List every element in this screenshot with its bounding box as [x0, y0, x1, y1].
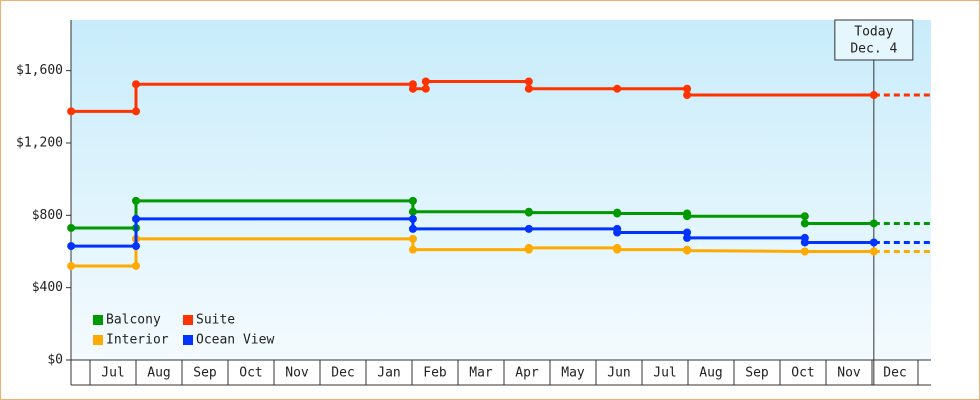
- point: [524, 77, 533, 86]
- x-tick-label: Dec: [331, 366, 354, 381]
- point: [132, 242, 140, 251]
- x-tick-label: Aug: [699, 366, 722, 381]
- point: [132, 107, 140, 116]
- x-tick-label: Jul: [101, 366, 124, 381]
- x-tick-label: Aug: [147, 366, 170, 381]
- y-tick-label: $400: [32, 280, 63, 295]
- point: [800, 212, 809, 221]
- point: [869, 219, 878, 228]
- point: [869, 91, 878, 100]
- point: [613, 245, 622, 254]
- y-tick-label: $1,200: [16, 135, 63, 150]
- point: [524, 243, 533, 252]
- x-tick-label: Sep: [193, 366, 217, 381]
- point: [613, 228, 622, 237]
- x-tick-label: May: [561, 366, 585, 381]
- point: [408, 84, 417, 93]
- x-tick-label: Mar: [469, 366, 493, 381]
- today-label: Dec. 4: [850, 42, 897, 57]
- point: [408, 234, 417, 243]
- point: [683, 84, 692, 93]
- legend-label: Interior: [106, 333, 169, 348]
- point: [869, 247, 878, 256]
- x-tick-label: Oct: [239, 366, 262, 381]
- x-tick-label: Jan: [377, 366, 400, 381]
- x-tick-label: Oct: [791, 366, 814, 381]
- point: [132, 196, 140, 205]
- x-tick-label: Jul: [653, 366, 676, 381]
- legend-label: Balcony: [106, 313, 161, 328]
- point: [132, 261, 140, 270]
- legend-label: Suite: [196, 313, 235, 328]
- point: [613, 84, 622, 93]
- point: [869, 238, 878, 247]
- today-box: [834, 19, 914, 61]
- point: [800, 219, 809, 228]
- point: [408, 224, 417, 233]
- point: [800, 238, 809, 247]
- legend-swatch: [93, 315, 103, 325]
- point: [524, 224, 533, 233]
- y-tick-label: $1,600: [16, 63, 63, 78]
- point: [408, 207, 417, 216]
- point: [421, 84, 430, 93]
- plot-area: [71, 20, 931, 360]
- legend-swatch: [93, 335, 103, 345]
- point: [408, 214, 417, 223]
- y-tick-label: $800: [32, 208, 63, 223]
- x-tick-label: Nov: [837, 366, 861, 381]
- point: [132, 214, 140, 223]
- point: [132, 80, 140, 89]
- x-tick-label: Nov: [285, 366, 309, 381]
- point: [683, 212, 692, 221]
- point: [524, 208, 533, 217]
- point: [408, 245, 417, 254]
- legend-swatch: [183, 335, 193, 345]
- point: [408, 196, 417, 205]
- point: [67, 261, 76, 270]
- point: [683, 233, 692, 242]
- legend-label: Ocean View: [196, 333, 274, 348]
- x-tick-label: Feb: [423, 366, 447, 381]
- today-label: Today: [854, 25, 893, 40]
- x-tick-label: Apr: [515, 366, 539, 381]
- y-tick-label: $0: [47, 353, 63, 368]
- legend-swatch: [183, 315, 193, 325]
- point: [683, 246, 692, 255]
- x-tick-label: Dec: [883, 366, 906, 381]
- point: [800, 247, 809, 256]
- point: [613, 209, 622, 218]
- point: [524, 84, 533, 93]
- point: [67, 107, 76, 116]
- point: [67, 223, 76, 232]
- point: [421, 77, 430, 86]
- point: [67, 242, 76, 251]
- x-tick-label: Jun: [607, 366, 630, 381]
- x-tick-label: Sep: [745, 366, 769, 381]
- series-line: [71, 199, 874, 230]
- point: [683, 91, 692, 100]
